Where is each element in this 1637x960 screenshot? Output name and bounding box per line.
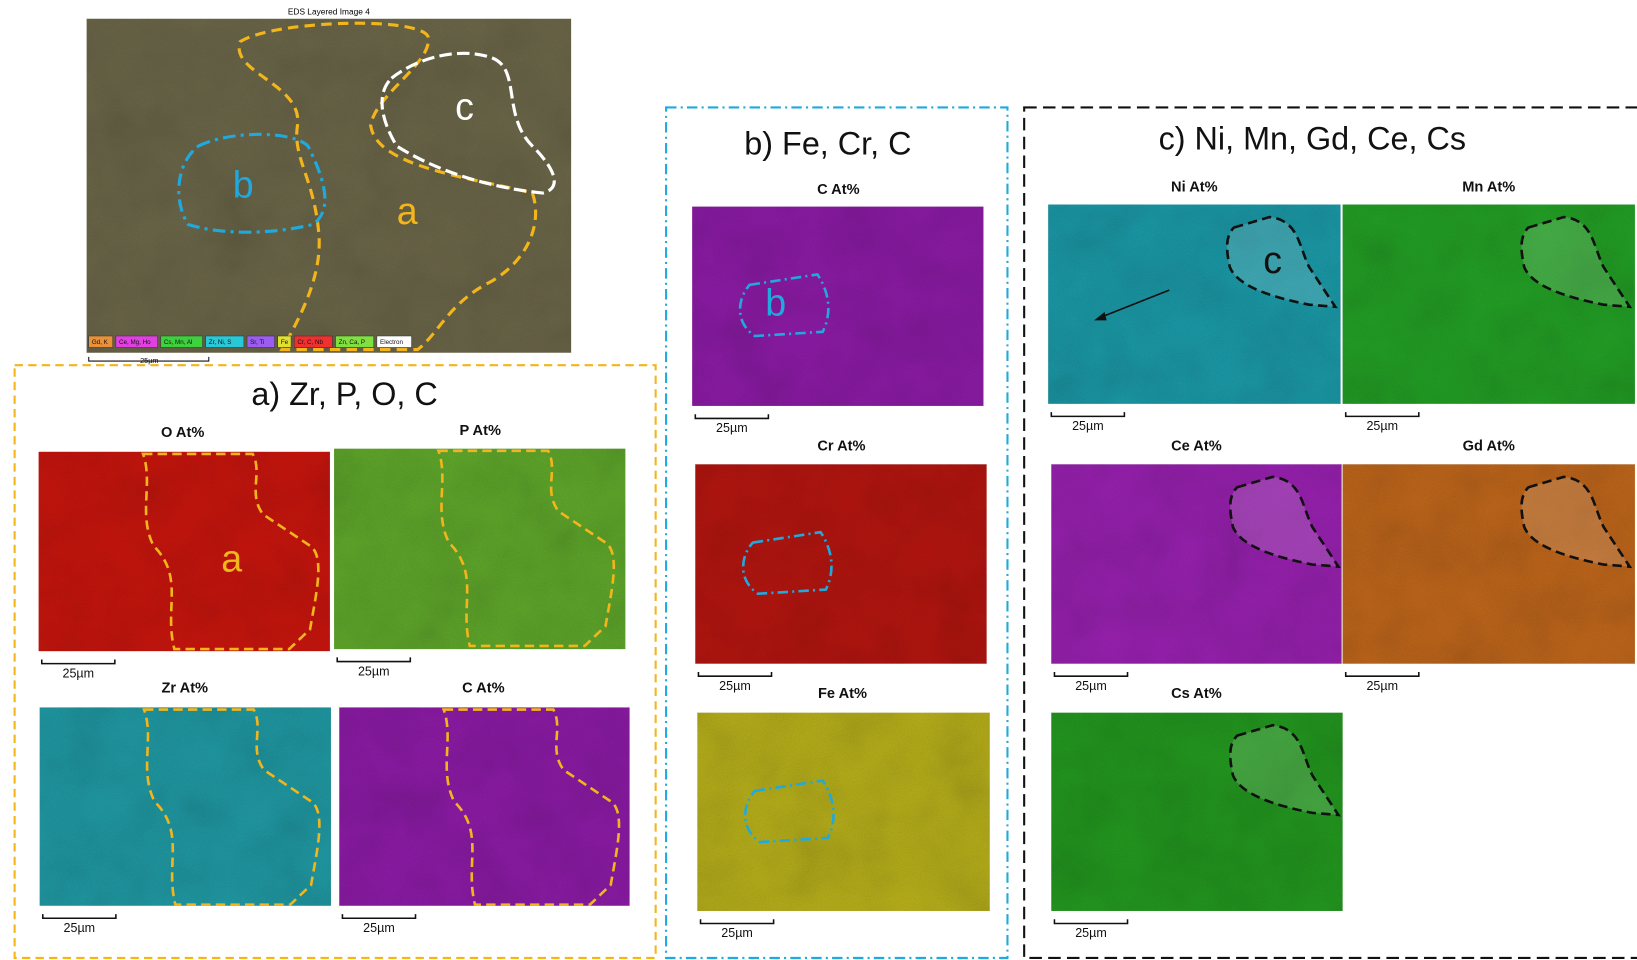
scale-bar: [1051, 412, 1124, 416]
map-label: Ni At%: [1171, 180, 1218, 196]
scale-text: 25µm: [719, 679, 751, 693]
map-grain: [1051, 713, 1342, 911]
map-grain: [334, 449, 625, 649]
scale-bar: [337, 657, 410, 661]
scale-text: 25µm: [1366, 419, 1398, 433]
map-label: Mn At%: [1462, 180, 1515, 196]
scale-text: 25µm: [64, 921, 96, 935]
map-label: Gd At%: [1463, 438, 1515, 454]
region-label: a: [397, 190, 418, 232]
map-label: Zr At%: [162, 681, 209, 697]
map-grain: [692, 207, 983, 406]
legend-text: Cs, Mn, Al: [164, 339, 192, 346]
legend-text: Zn, Ca, P: [339, 339, 365, 346]
map-grain: [39, 452, 330, 651]
map-label: C At%: [817, 182, 859, 198]
legend-text: Zr, Ni, S: [209, 339, 232, 346]
map-grain: [697, 713, 989, 911]
panel-title: b) Fe, Cr, C: [744, 126, 911, 162]
map-label: P At%: [460, 423, 501, 439]
scale-text: 25µm: [716, 421, 748, 435]
legend-text: Sr, Ti: [250, 339, 264, 346]
map-label: Ce At%: [1171, 438, 1222, 454]
panel-title: c) Ni, Mn, Gd, Ce, Cs: [1159, 120, 1466, 156]
scale-bar: [701, 919, 774, 923]
legend-text: Gd, K: [92, 339, 109, 346]
map-grain: [1048, 205, 1340, 404]
panel-title: a) Zr, P, O, C: [251, 376, 437, 412]
scale-text: 25µm: [140, 356, 158, 365]
map-grain: [339, 707, 629, 905]
region-label: c: [455, 85, 474, 127]
map-grain: [695, 464, 986, 663]
scale-bar: [1346, 412, 1419, 416]
map-label: Cr At%: [817, 438, 865, 454]
map-label: C At%: [462, 681, 504, 697]
map-grain: [1343, 205, 1635, 404]
legend-text: Cr, C, Nb: [297, 339, 323, 346]
scale-text: 25µm: [721, 926, 753, 940]
page: { "eds_image": { "title": "EDS Layered I…: [0, 0, 1637, 960]
scale-bar: [1054, 919, 1127, 923]
region-label: b: [765, 282, 786, 324]
scale-text: 25µm: [1075, 926, 1107, 940]
scale-text: 25µm: [363, 921, 395, 935]
scale-text: 25µm: [1075, 679, 1107, 693]
map-label: Cs At%: [1171, 686, 1222, 702]
image-title: EDS Layered Image 4: [288, 7, 370, 17]
map-label: Fe At%: [818, 686, 867, 702]
scale-text: 25µm: [63, 666, 95, 680]
legend-text: Electron: [380, 339, 403, 346]
region-label: a: [221, 537, 242, 579]
figure: EDS Layered Image 4 a b c Gd, K Ce, Mg, Ho Cs,…: [0, 0, 1637, 960]
scale-bar: [342, 914, 415, 918]
scale-text: 25µm: [1072, 419, 1104, 433]
region-label: b: [233, 164, 254, 206]
scale-bar: [695, 414, 768, 418]
scale-bar: [42, 659, 115, 663]
scale-text: 25µm: [1366, 679, 1398, 693]
legend-text: Ce, Mg, Ho: [119, 339, 151, 346]
region-label: c: [1263, 239, 1282, 281]
scale-bar: [1054, 672, 1127, 676]
map-grain: [40, 707, 331, 905]
map-grain: [1343, 464, 1635, 663]
scale-text: 25µm: [358, 664, 390, 678]
legend-text: Fe: [281, 339, 289, 346]
scale-bar: [698, 672, 771, 676]
scale-bar: [43, 914, 116, 918]
map-label: O At%: [161, 425, 204, 441]
scale-bar: [1346, 672, 1419, 676]
